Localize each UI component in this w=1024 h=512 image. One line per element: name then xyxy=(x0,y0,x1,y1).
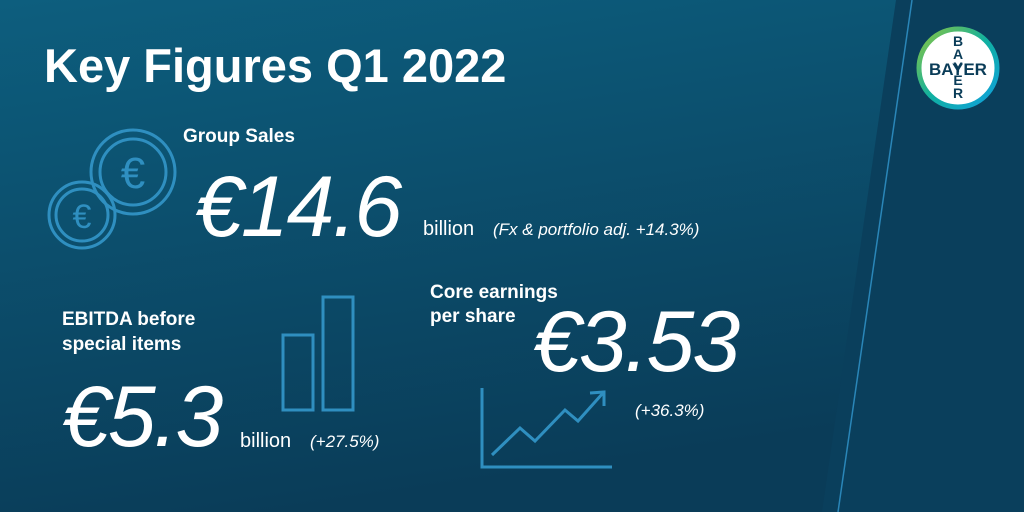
trend-icon xyxy=(480,388,612,469)
title: Key Figures Q1 2022 xyxy=(44,39,506,92)
logo-text-vertical: BAYER xyxy=(950,33,966,98)
logo-text: BAYER xyxy=(929,60,987,79)
ebitda-label: special items xyxy=(62,334,181,355)
group-sales-note: (Fx & portfolio adj. +14.3%) xyxy=(493,220,699,239)
divider xyxy=(837,0,913,512)
ebitda-note: (+27.5%) xyxy=(310,432,379,451)
logo-ring xyxy=(916,26,1000,110)
group-sales-unit: billion xyxy=(423,218,474,240)
coins-icon: € € xyxy=(47,128,177,250)
eps-label: Core earnings xyxy=(430,282,558,303)
svg-text:€: € xyxy=(121,149,145,198)
svg-text:€: € xyxy=(73,198,92,236)
logo: BAYER BAYER xyxy=(916,26,1000,110)
bars-icon xyxy=(281,295,355,412)
eps-value: €3.53 xyxy=(533,294,740,390)
eps-note: (+36.3%) xyxy=(635,401,704,420)
ebitda-value: €5.3 xyxy=(62,369,224,465)
side-panel xyxy=(822,0,1024,512)
ebitda-label: EBITDA before xyxy=(62,309,195,330)
group-sales-value: €14.6 xyxy=(195,159,402,255)
group-sales-label: Group Sales xyxy=(183,126,295,147)
ebitda-unit: billion xyxy=(240,430,291,452)
eps-label: per share xyxy=(430,306,516,327)
